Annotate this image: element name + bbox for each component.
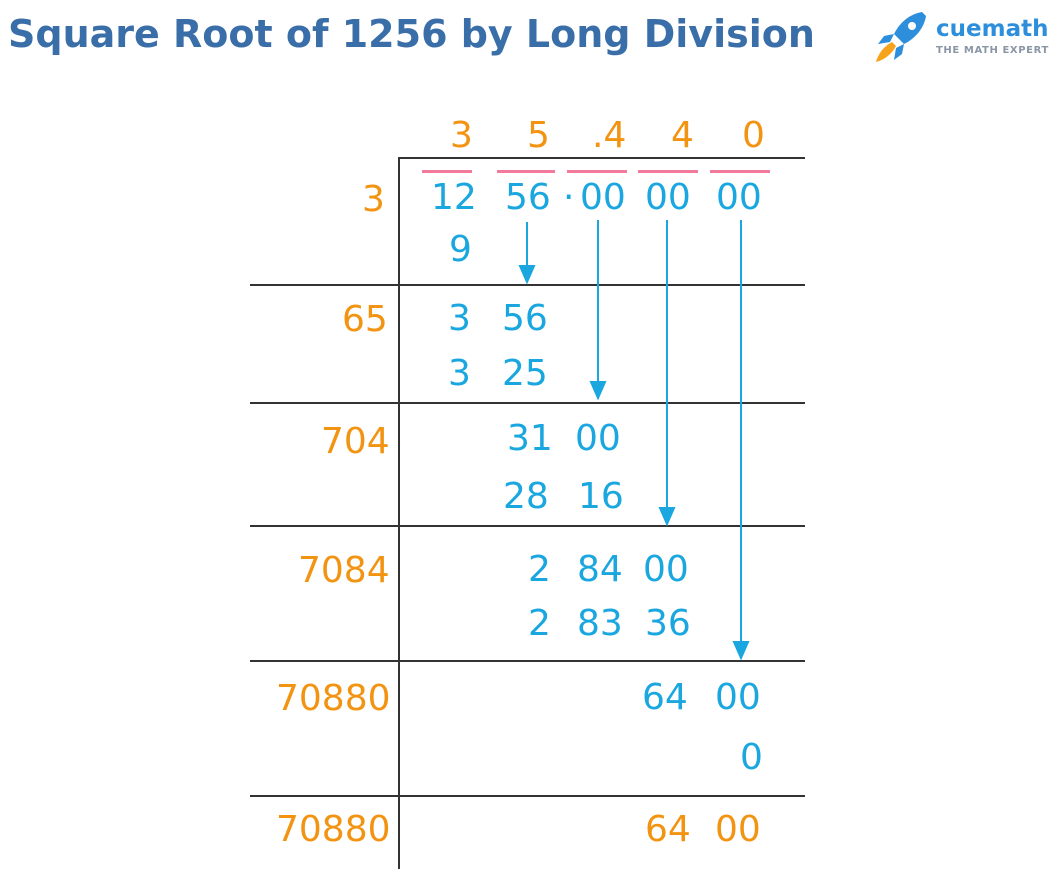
divisor: 3 — [362, 179, 385, 220]
quotient-digit: 3 — [450, 115, 473, 156]
arrow-head — [658, 507, 676, 527]
pair-overbar — [422, 170, 472, 173]
dividend-pair: 56 — [505, 177, 551, 218]
step-divider-4 — [250, 660, 805, 662]
step-divider-2 — [250, 402, 805, 404]
remainder: 84 — [577, 549, 623, 590]
step-divider-1 — [250, 284, 805, 286]
arrow-head — [518, 265, 536, 285]
subtrahend: 0 — [740, 737, 763, 778]
remainder: 31 — [507, 418, 553, 459]
subtrahend: 25 — [502, 353, 548, 394]
pair-overbar — [638, 170, 698, 173]
rocket-icon — [876, 12, 926, 62]
pair-overbar — [497, 170, 555, 173]
pair-overbar — [567, 170, 627, 173]
divisor: 704 — [321, 421, 390, 462]
dividend-pair: 00 — [645, 177, 691, 218]
arrow-head — [732, 641, 750, 661]
remainder: 64 — [642, 677, 688, 718]
remainder: 56 — [502, 298, 548, 339]
subtrahend: 2 — [528, 603, 551, 644]
step-divider-3 — [250, 525, 805, 527]
page-title: Square Root of 1256 by Long Division — [8, 12, 815, 56]
divisor: 70880 — [276, 678, 391, 719]
subtrahend: 3 — [448, 353, 471, 394]
quotient-line — [398, 157, 805, 159]
logo-wordmark: cuemath — [936, 16, 1049, 42]
cuemath-logo: cuemath THE MATH EXPERT — [872, 8, 1057, 68]
divisor: 65 — [342, 299, 388, 340]
remainder: 00 — [715, 677, 761, 718]
quotient-digit: 4 — [671, 115, 694, 156]
quotient-digit: 0 — [742, 115, 765, 156]
quotient-digit: 5 — [527, 115, 550, 156]
remainder: 00 — [643, 549, 689, 590]
remainder: 2 — [528, 549, 551, 590]
logo-tagline: THE MATH EXPERT — [936, 45, 1049, 56]
remainder: 3 — [448, 298, 471, 339]
final-remainder: 64 — [645, 809, 691, 850]
division-vertical-line — [398, 157, 400, 869]
divisor: 70880 — [276, 809, 391, 850]
dividend-pair: 00 — [580, 177, 626, 218]
subtrahend: 16 — [578, 476, 624, 517]
decimal-point: · — [563, 177, 575, 218]
step-divider-5 — [250, 795, 805, 797]
dividend-pair: 00 — [716, 177, 762, 218]
divisor: 7084 — [298, 550, 390, 591]
dividend-pair: 12 — [431, 177, 477, 218]
subtrahend: 9 — [449, 229, 472, 270]
subtrahend: 28 — [503, 476, 549, 517]
subtrahend: 36 — [645, 603, 691, 644]
pair-overbar — [710, 170, 770, 173]
arrow-head — [589, 381, 607, 401]
final-remainder: 00 — [715, 809, 761, 850]
remainder: 00 — [575, 418, 621, 459]
subtrahend: 83 — [577, 603, 623, 644]
quotient-digit: .4 — [592, 115, 627, 156]
